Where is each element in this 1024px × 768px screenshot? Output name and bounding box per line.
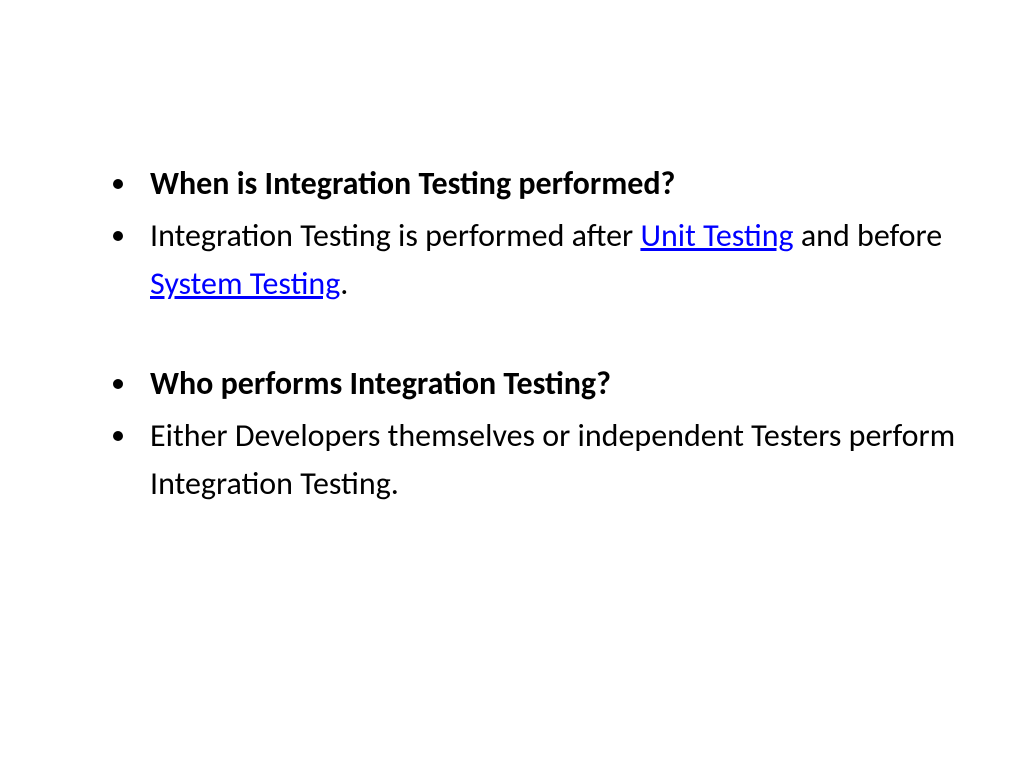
text-segment: Integration Testing is performed after (150, 216, 640, 255)
bullet-list: When is Integration Testing performed? I… (100, 160, 964, 308)
unit-testing-link[interactable]: Unit Testing (640, 216, 793, 255)
bullet-text: When is Integration Testing performed? (150, 164, 675, 203)
bullet-text: Either Developers themselves or independ… (150, 416, 955, 503)
text-segment: and before (794, 216, 943, 255)
bullet-answer-2: Either Developers themselves or independ… (140, 412, 964, 508)
bullet-text: Who performs Integration Testing? (150, 364, 611, 403)
bullet-list-2: Who performs Integration Testing? Either… (100, 360, 964, 508)
text-segment: . (340, 264, 348, 303)
bullet-question-1: When is Integration Testing performed? (140, 160, 964, 208)
bullet-question-2: Who performs Integration Testing? (140, 360, 964, 408)
bullet-answer-1: Integration Testing is performed after U… (140, 212, 964, 308)
system-testing-link[interactable]: System Testing (150, 264, 340, 303)
spacer (100, 312, 964, 360)
